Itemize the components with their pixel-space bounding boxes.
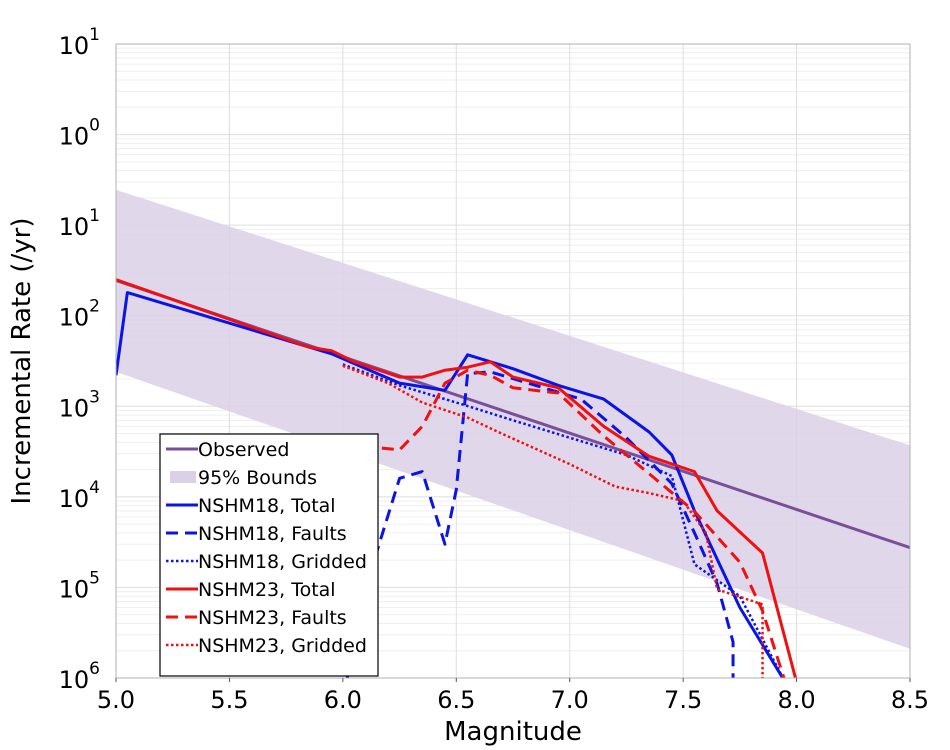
y-tick-label: 100: [59, 116, 100, 151]
series-line-nshm18-total: [116, 291, 785, 678]
y-tick-label: 105: [59, 568, 100, 603]
y-tick-label: 103: [59, 387, 100, 422]
x-axis-title: Magnitude: [444, 717, 582, 747]
legend-label-observed: Observed: [198, 439, 289, 461]
series-line-nshm23-total: [116, 278, 798, 678]
legend-label-nshm18-gridded: NSHM18, Gridded: [198, 551, 367, 573]
y-tick-label: 104: [59, 478, 100, 513]
series-line-nshm18-gridded: [342, 363, 785, 678]
y-axis-title: Incremental Rate (/yr): [7, 218, 37, 505]
x-tick-label: 6.5: [437, 686, 475, 714]
y-tick-label: 106: [59, 659, 100, 694]
legend-swatch-95-bounds: [170, 471, 196, 483]
y-tick-label: 101: [59, 206, 100, 241]
x-tick-label: 5.5: [210, 686, 248, 714]
legend-box: [159, 433, 379, 677]
legend-label-nshm23-faults: NSHM23, Faults: [198, 607, 347, 629]
x-tick-label: 8.0: [777, 686, 815, 714]
y-axis-ticks: 101 100 101 102 103 104 105 106: [59, 25, 100, 694]
x-tick-label: 5.0: [97, 686, 135, 714]
y-tick-label: 101: [59, 25, 100, 60]
bounds-band-area: [116, 189, 910, 649]
legend-label-nshm18-faults: NSHM18, Faults: [198, 523, 347, 545]
x-tick-label: 7.0: [551, 686, 589, 714]
legend-label-95-bounds: 95% Bounds: [198, 467, 317, 489]
plot-frame: [115, 43, 911, 679]
x-tick-label: 7.5: [664, 686, 702, 714]
legend-label-nshm23-total: NSHM23, Total: [198, 579, 336, 601]
legend-label-nshm18-total: NSHM18, Total: [198, 495, 336, 517]
x-axis-ticks: 5.0 5.5 6.0 6.5 7.0 7.5 8.0 8.5: [97, 678, 929, 714]
y-tick-label: 102: [59, 297, 100, 332]
series-line-nshm18-faults: [345, 370, 735, 678]
x-tick-label: 6.0: [324, 686, 362, 714]
legend-label-nshm23-gridded: NSHM23, Gridded: [198, 635, 367, 657]
bounds-band: [116, 189, 910, 649]
x-tick-label: 8.5: [891, 686, 929, 714]
legend: Observed 95% Bounds NSHM18, Total NSHM18, F…: [159, 433, 379, 677]
